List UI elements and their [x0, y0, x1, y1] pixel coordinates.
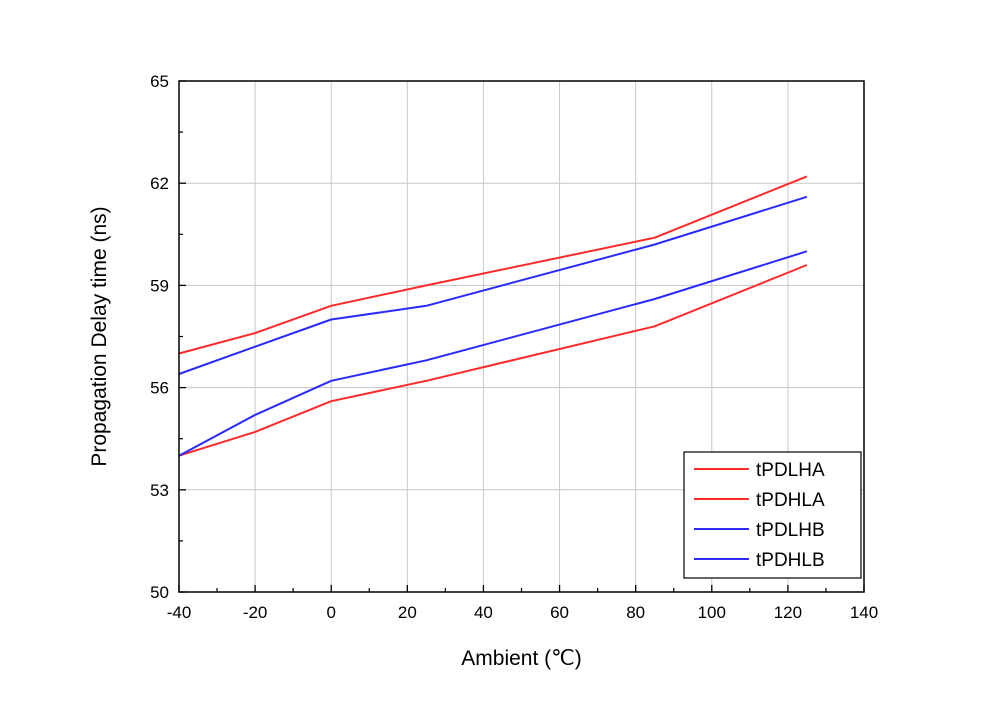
- y-tick-label: 53: [150, 481, 169, 500]
- x-tick-label: -40: [167, 603, 192, 622]
- x-tick-label: 0: [326, 603, 335, 622]
- series-line-tPDLHB: [178, 195, 808, 375]
- series-line-tPDHLB: [178, 250, 808, 457]
- legend: tPDLHA tPDHLA tPDLHB tPDHLB: [683, 451, 862, 579]
- y-tick-label: 50: [150, 583, 169, 602]
- x-tick-label: -20: [243, 603, 268, 622]
- x-tick-label: 20: [398, 603, 417, 622]
- x-tick-label: 100: [698, 603, 726, 622]
- grid-lines: [179, 81, 864, 592]
- series-line-tPDHLA: [178, 264, 808, 457]
- x-tick-label: 80: [626, 603, 645, 622]
- legend-label: tPDHLB: [756, 550, 825, 571]
- y-tick-label: 59: [150, 276, 169, 295]
- x-tick-label: 140: [850, 603, 878, 622]
- legend-label: tPDLHA: [756, 460, 825, 481]
- y-tick-label: 65: [150, 72, 169, 91]
- y-axis-title: Propagation Delay time (ns): [88, 206, 111, 466]
- x-tick-label: 60: [550, 603, 569, 622]
- axis-ticks: -40 -20 0 20 40 60 80 100 120 140 50 53 56 59 62 65: [150, 72, 878, 622]
- y-tick-label: 62: [150, 174, 169, 193]
- legend-box: [683, 451, 862, 579]
- x-axis-title: Ambient (℃): [461, 647, 581, 670]
- legend-label: tPDLHB: [756, 520, 825, 541]
- x-tick-label: 120: [774, 603, 802, 622]
- series-line-tPDLHA: [178, 175, 808, 355]
- x-tick-label: 40: [474, 603, 493, 622]
- y-tick-label: 56: [150, 379, 169, 398]
- series-lines: [178, 175, 808, 457]
- legend-label: tPDHLA: [756, 490, 825, 511]
